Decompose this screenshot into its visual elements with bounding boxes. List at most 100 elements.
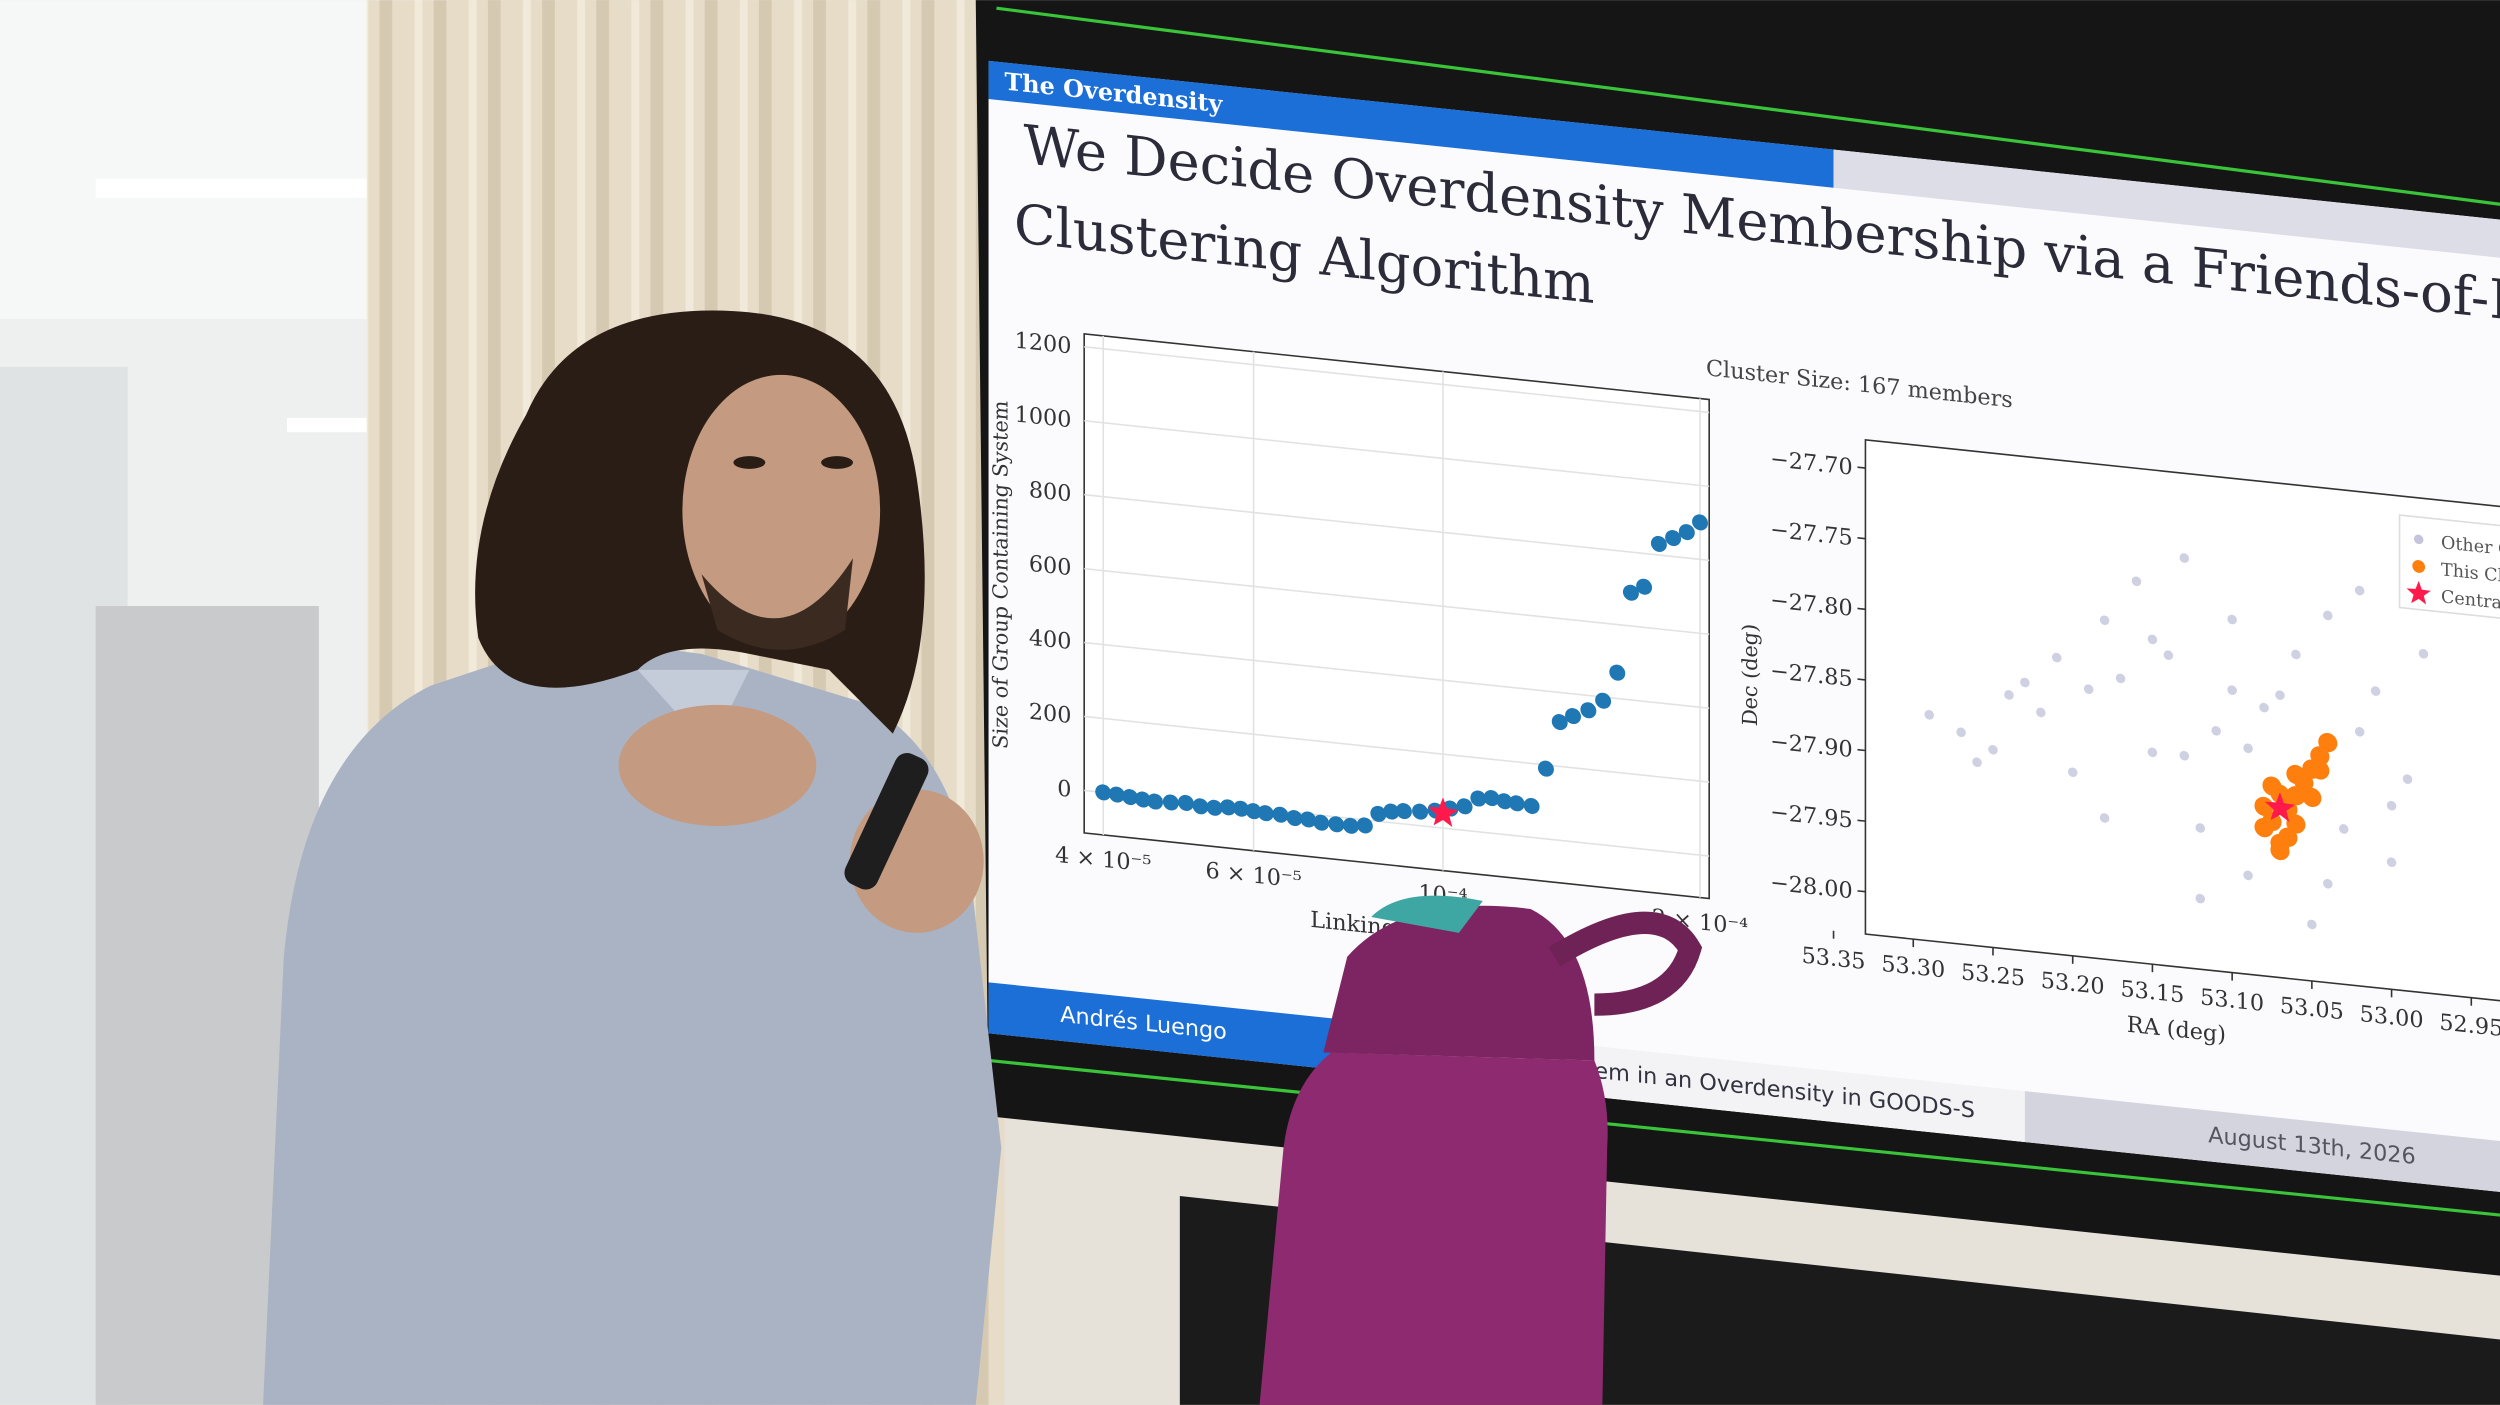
cluster-point: [2270, 833, 2290, 854]
data-point: [1245, 803, 1262, 820]
hand: [618, 704, 817, 827]
shirt: [263, 637, 1002, 1405]
other-point: [2291, 649, 2301, 660]
data-point: [1272, 806, 1289, 823]
header-bar-gray: [1833, 149, 2500, 267]
y-axis-label: Dec (deg): [1738, 623, 1762, 727]
data-point: [1134, 791, 1151, 808]
data-point: [1122, 789, 1138, 806]
legend-marker: [2412, 560, 2426, 573]
x-tick-label: 53.20: [2041, 968, 2105, 1001]
data-point: [1300, 811, 1317, 828]
bottle-cap: [1323, 905, 1595, 1061]
grid-line: [1084, 567, 1710, 636]
other-point: [2147, 634, 2158, 645]
other-point: [2386, 857, 2397, 868]
other-point: [2147, 747, 2158, 758]
bottle-spout: [1371, 895, 1483, 933]
data-point: [1636, 578, 1653, 595]
x-tick-label: 53.00: [2360, 1001, 2424, 1034]
x-tick-label: 53.35: [1802, 943, 1866, 976]
other-point: [2275, 690, 2285, 700]
presenter: [263, 310, 1002, 1405]
ceiling-light: [95, 178, 399, 198]
data-point: [1356, 817, 1373, 834]
x-tick-label: 53.05: [2280, 993, 2344, 1026]
grid-line: [1084, 419, 1710, 488]
highlight-star: [1427, 797, 1459, 828]
y-tick-label: 800: [1029, 477, 1072, 507]
other-point: [2259, 702, 2269, 713]
other-point: [2307, 919, 2317, 930]
grid-line: [1084, 346, 1710, 414]
other-point: [2083, 684, 2094, 695]
data-point: [1595, 692, 1612, 709]
data-point: [1537, 760, 1554, 777]
legend-box: [2398, 514, 2500, 631]
data-point: [1692, 514, 1708, 531]
cluster-point: [2318, 732, 2338, 753]
ceiling-light: [286, 417, 383, 433]
other-point: [2163, 650, 2174, 661]
tick-mark: [1857, 607, 1866, 611]
other-point: [2402, 774, 2413, 784]
other-point: [2243, 870, 2253, 881]
other-point: [2354, 726, 2365, 737]
data-point: [1342, 817, 1359, 834]
tick-mark: [1857, 748, 1866, 752]
data-point: [1483, 790, 1500, 807]
other-point: [2370, 686, 2381, 696]
other-point: [2099, 813, 2110, 823]
other-point: [2036, 707, 2046, 718]
y-axis-label: Size of Group Containing System: [989, 399, 1013, 750]
other-point: [2051, 652, 2062, 663]
data-point: [1395, 803, 1412, 820]
y-tick-label: 400: [1029, 625, 1072, 655]
other-point: [2099, 615, 2110, 626]
data-point: [1650, 535, 1667, 552]
cluster-point: [2302, 787, 2322, 807]
other-point: [1924, 710, 1934, 720]
other-point: [2115, 673, 2126, 684]
y-tick-label: 0: [1057, 776, 1071, 803]
data-point: [1412, 803, 1429, 820]
data-point: [1233, 800, 1249, 817]
other-point: [2020, 677, 2030, 688]
footer-date-bar: [2024, 1091, 2500, 1201]
data-point: [1313, 814, 1330, 831]
cluster-point: [2254, 796, 2274, 817]
tick-mark: [1857, 819, 1866, 822]
data-point: [1095, 784, 1112, 801]
slide: The Overdensity We Decide Overdensity Me…: [988, 60, 2500, 1201]
data-point: [1580, 702, 1597, 719]
other-point: [2211, 726, 2221, 736]
data-point: [1162, 794, 1179, 811]
other-point: [2418, 648, 2429, 659]
data-point: [1678, 524, 1695, 541]
legend-marker: [2413, 534, 2424, 545]
tick-mark: [1857, 890, 1866, 893]
tick-mark: [1857, 678, 1866, 681]
data-point: [1383, 803, 1400, 820]
data-point: [1508, 795, 1525, 812]
other-point: [2179, 750, 2190, 761]
clicker: [844, 753, 929, 890]
slide-content: The Overdensity We Decide Overdensity Me…: [988, 60, 2500, 1201]
screen-edge: [996, 6, 2500, 206]
data-point: [1206, 799, 1223, 816]
other-point: [2004, 690, 2014, 700]
y-tick-label: 200: [1029, 699, 1072, 729]
x-tick-label: 53.15: [2120, 976, 2184, 1009]
data-point: [1665, 530, 1682, 547]
other-point: [2227, 685, 2237, 695]
grid-line: [1084, 715, 1710, 783]
water-bottle: [1259, 895, 1703, 1405]
data-point: [1496, 793, 1513, 810]
legend-marker: [2406, 580, 2431, 605]
footer-author-bar: [988, 982, 1340, 1071]
screen-edge: [988, 1058, 2500, 1217]
other-point: [2354, 585, 2365, 596]
y-tick-label: 600: [1029, 551, 1072, 581]
other-point: [1956, 727, 1966, 738]
